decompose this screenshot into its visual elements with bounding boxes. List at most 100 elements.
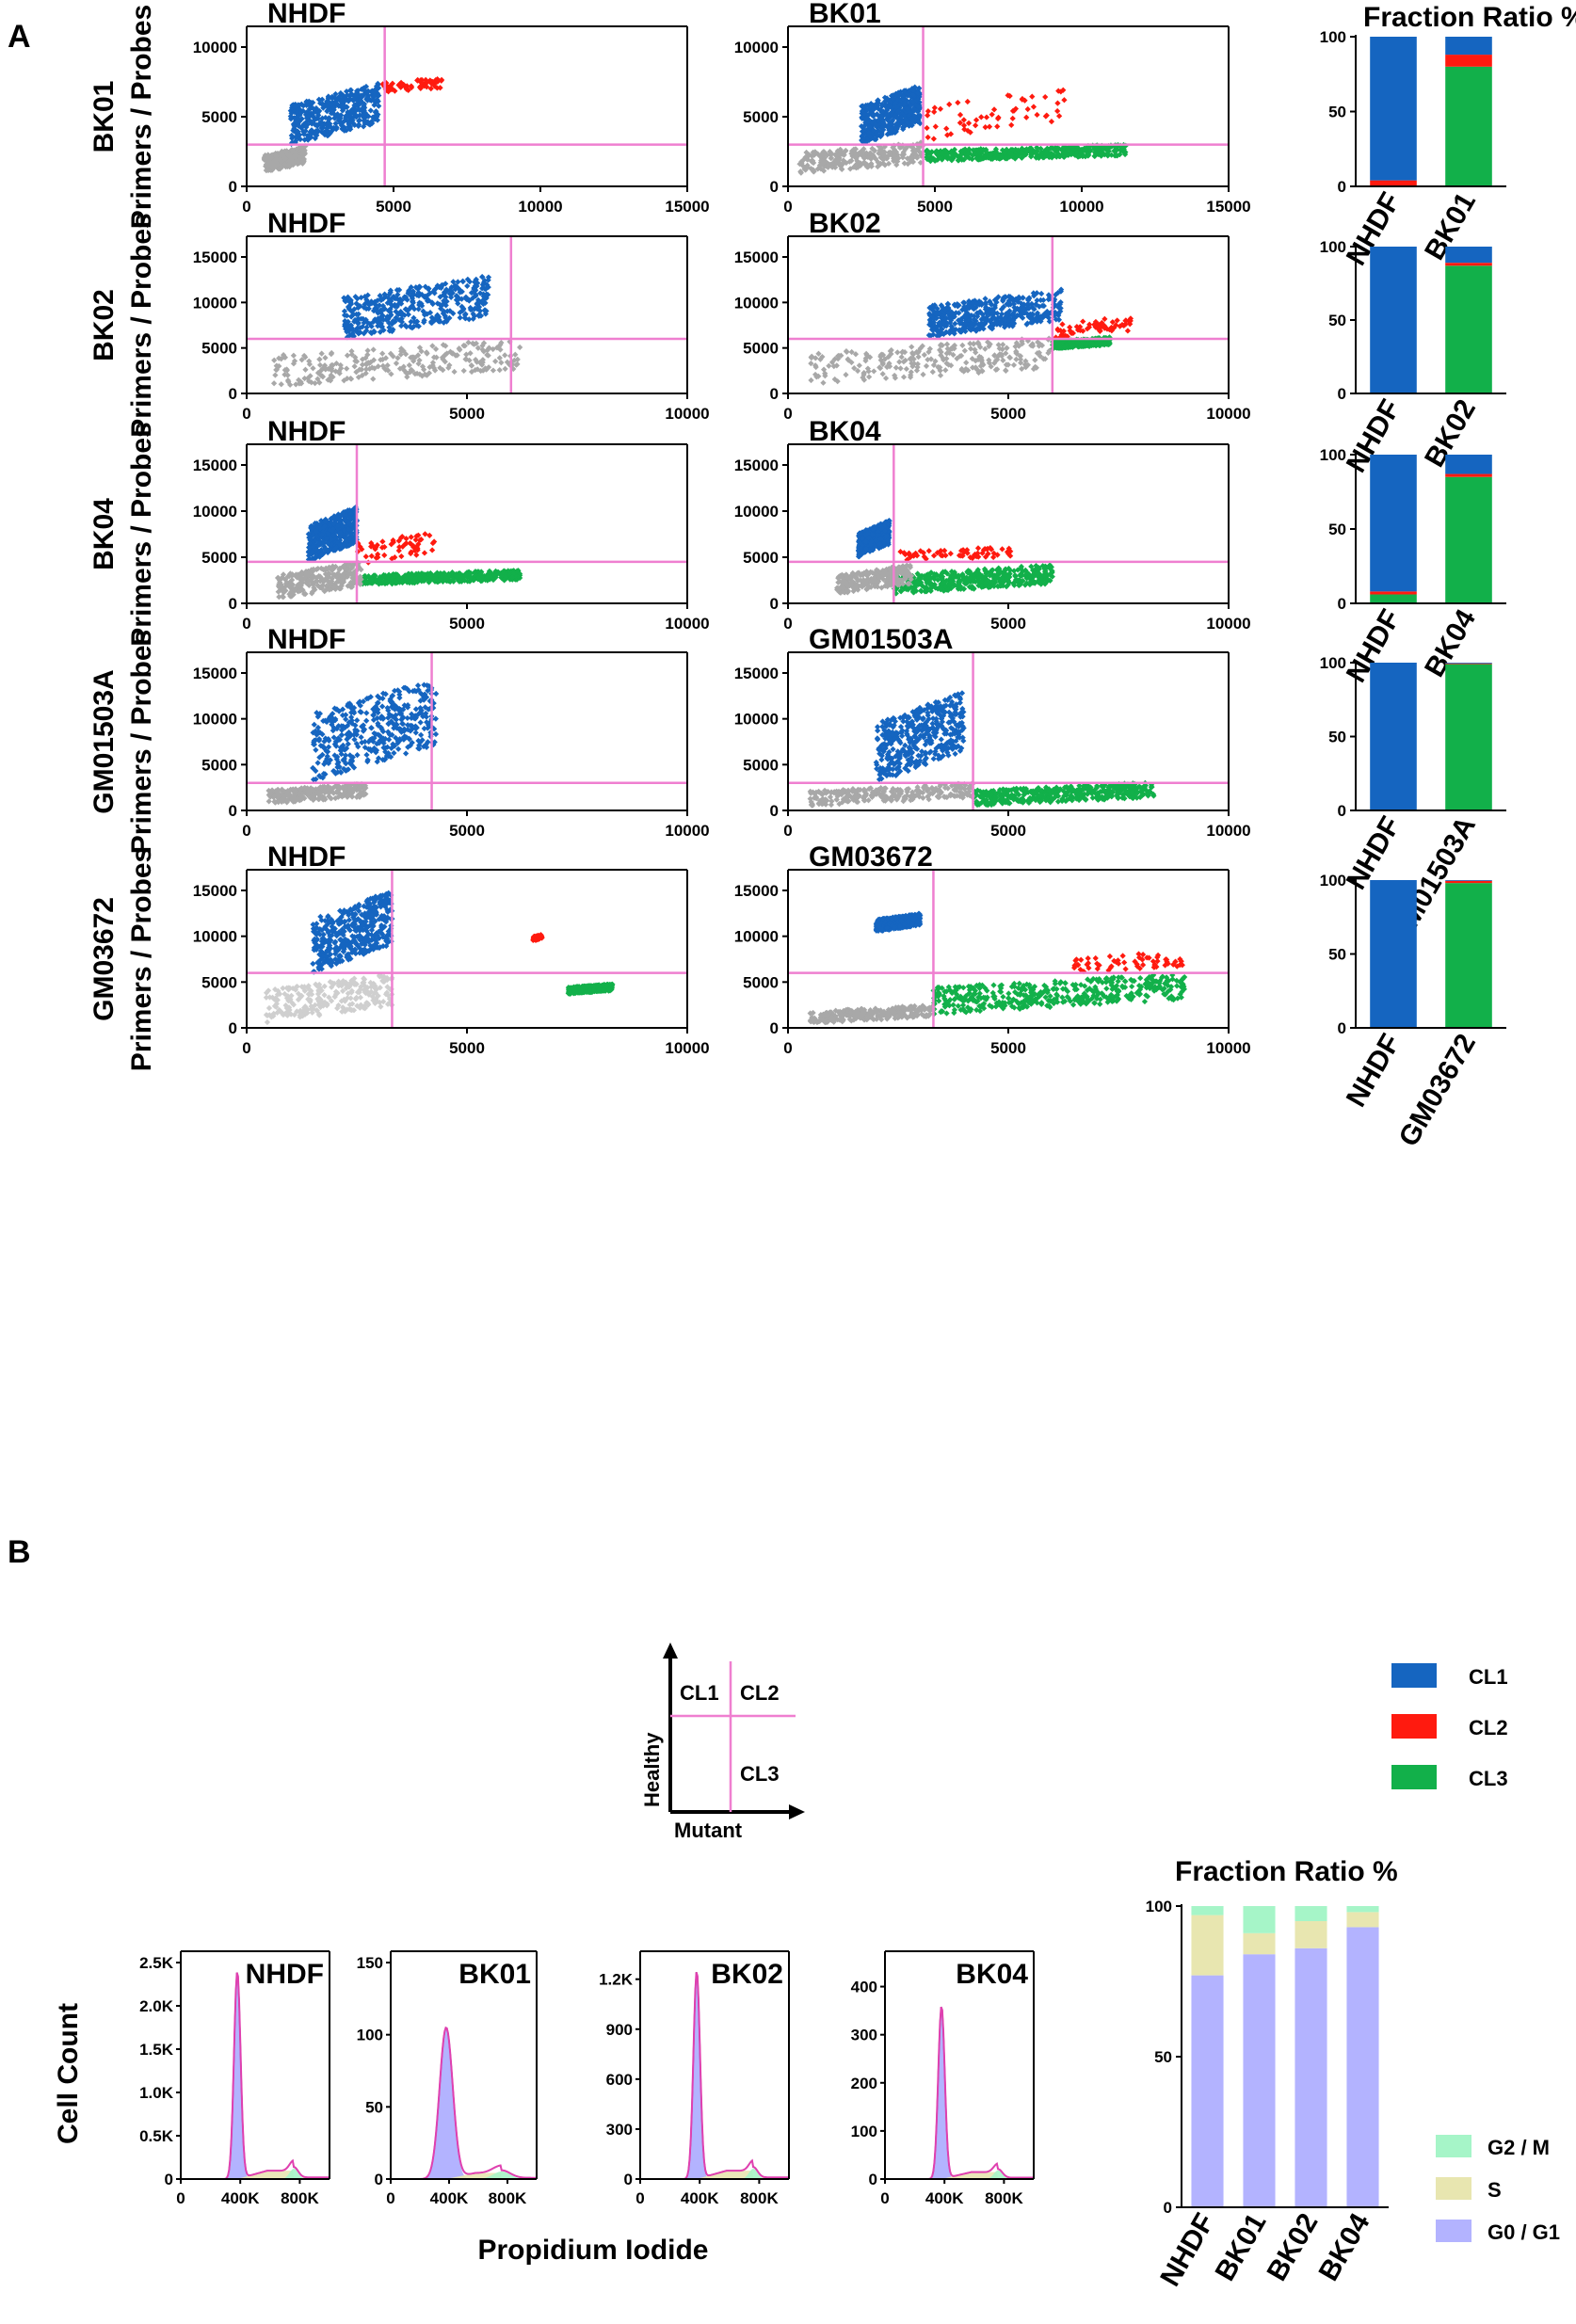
data-point-bg	[921, 351, 927, 359]
data-point-bg	[344, 365, 350, 372]
data-point-bg	[968, 345, 974, 352]
data-point-cl2	[924, 124, 930, 132]
data-point-bg	[512, 351, 519, 358]
data-point-cl2	[1048, 119, 1055, 125]
y-tick-label: 10000	[193, 294, 237, 312]
data-point-bg	[460, 367, 467, 375]
y-axis-label: Primers / Probes	[126, 213, 157, 437]
row-label-group: BK02 Primers / Probes	[88, 213, 157, 437]
bar-segment-cl1	[1370, 37, 1417, 181]
data-point-bg	[272, 372, 279, 378]
y-tick-label: 0	[229, 178, 237, 196]
data-point-cl1	[1038, 290, 1045, 297]
y-tick-label: 10000	[734, 39, 779, 56]
data-point-bg	[322, 355, 329, 361]
y-tick-label: 5000	[201, 340, 237, 358]
data-point-cl2	[1008, 121, 1015, 129]
cluster-cl1	[858, 84, 924, 146]
data-point-bg	[351, 363, 358, 370]
data-point-bg	[920, 371, 926, 377]
data-point-cl2	[413, 552, 420, 558]
y-tick-label: 10000	[193, 39, 237, 56]
data-point-cl2	[379, 538, 386, 545]
cluster-bg	[274, 559, 364, 601]
cluster-cl2	[379, 76, 445, 95]
data-point-cl2	[398, 553, 405, 560]
data-point-bg	[856, 362, 862, 369]
data-point-cl1	[339, 125, 346, 133]
y-tick-label: 5000	[743, 108, 779, 126]
data-point-bg	[900, 374, 908, 380]
data-point-cl1	[324, 127, 330, 134]
row-label-group: BK01 Primers / Probes	[88, 5, 157, 229]
data-point-bg	[364, 347, 371, 354]
data-point-bg	[844, 348, 850, 355]
data-point-bg	[310, 365, 316, 372]
data-point-cl2	[421, 550, 428, 556]
data-point-bg	[370, 376, 377, 382]
bar-segment-cl2	[1445, 263, 1492, 266]
x-tick-label: 0	[242, 198, 250, 216]
data-point-cl2	[1023, 114, 1030, 120]
data-point-bg	[316, 356, 323, 362]
data-point-bg	[496, 366, 503, 374]
data-point-cl1	[293, 133, 299, 140]
cluster-bg	[270, 338, 523, 388]
data-point-bg	[893, 364, 899, 371]
data-point-cl2	[1067, 324, 1073, 330]
data-point-cl2	[983, 114, 990, 120]
x-tick-label: 0	[242, 405, 250, 423]
data-point-cl1	[982, 296, 989, 302]
data-point-cl2	[946, 101, 953, 107]
data-point-cl2	[1030, 104, 1037, 110]
data-point-cl2	[1054, 107, 1061, 115]
data-point-cl1	[291, 122, 298, 129]
data-point-bg	[370, 346, 377, 353]
y-tick-label: 5000	[201, 108, 237, 126]
data-point-cl1	[398, 323, 405, 329]
data-point-cl2	[1124, 328, 1132, 334]
data-point-cl2	[930, 136, 937, 142]
cluster-cl1	[287, 80, 382, 148]
data-point-bg	[820, 379, 827, 386]
data-point-cl2	[1024, 105, 1031, 113]
data-point-cl2	[932, 123, 939, 130]
data-point-cl1	[332, 120, 339, 127]
panel-label-b: B	[8, 1534, 31, 1570]
data-point-bg	[942, 367, 949, 374]
data-point-bg	[1010, 361, 1018, 368]
data-point-cl2	[955, 99, 961, 106]
y-tick-label: 50	[1328, 104, 1346, 121]
data-point-bg	[943, 341, 951, 347]
data-point-cl2	[986, 123, 993, 130]
cluster-cl2	[924, 87, 1068, 142]
data-point-bg	[404, 374, 410, 380]
data-point-bg	[871, 368, 877, 375]
cluster-cl2	[1053, 315, 1134, 341]
y-axis-label: Primers / Probes	[126, 5, 157, 229]
cluster-bg	[261, 143, 309, 174]
data-point-bg	[451, 368, 458, 376]
data-point-cl1	[960, 299, 967, 306]
y-tick-label: 50	[1328, 312, 1346, 329]
data-point-cl2	[422, 531, 428, 537]
plot-title: BK01	[809, 0, 881, 29]
data-point-cl1	[297, 136, 304, 143]
cluster-bg	[808, 335, 1053, 386]
data-point-bg	[937, 372, 944, 378]
data-point-bg	[468, 362, 475, 369]
data-point-cl2	[989, 111, 995, 118]
cluster-cl1	[305, 504, 360, 563]
data-point-bg	[496, 355, 503, 361]
data-point-cl2	[972, 122, 979, 129]
data-point-cl2	[1042, 93, 1049, 101]
x-tick-label: 10000	[518, 198, 562, 216]
data-point-bg	[393, 360, 400, 367]
bar-segment-cl3	[1445, 66, 1492, 186]
data-point-cl2	[1054, 100, 1061, 106]
data-point-bg	[293, 152, 299, 159]
cluster-cl1	[925, 286, 1065, 339]
